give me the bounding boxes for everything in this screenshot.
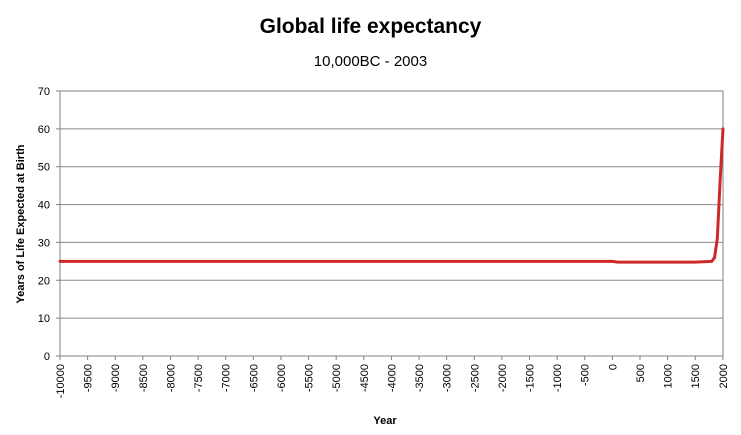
plot-area xyxy=(59,90,724,357)
series-layer xyxy=(58,127,725,264)
y-axis-label: Years of Life Expected at Birth xyxy=(15,144,27,303)
x-tick-label: -8000 xyxy=(165,364,177,392)
y-tick-label: 10 xyxy=(38,313,50,325)
y-tick-labels: 0 10 20 30 40 50 60 70 xyxy=(38,86,60,363)
x-tick-label: -4500 xyxy=(359,364,371,392)
chart-title: Global life expectancy xyxy=(259,15,482,38)
x-tick-label: 500 xyxy=(635,364,647,382)
x-tick-label: -5000 xyxy=(331,364,343,392)
x-tick-label: -10000 xyxy=(55,364,67,398)
series-line xyxy=(58,127,725,264)
y-tick-label: 30 xyxy=(38,237,50,249)
x-axis-label: Year xyxy=(373,415,397,427)
x-tick-label: -9500 xyxy=(83,364,95,392)
x-tick-label: 1500 xyxy=(690,364,702,388)
x-tick-label: -5500 xyxy=(304,364,316,392)
x-tick-label: -6500 xyxy=(248,364,260,392)
y-tick-label: 0 xyxy=(44,351,50,363)
y-tick-label: 20 xyxy=(38,275,50,287)
x-tick-label: -7500 xyxy=(193,364,205,392)
x-tick-label: -6000 xyxy=(276,364,288,392)
x-tick-label: -9000 xyxy=(110,364,122,392)
grid-lines xyxy=(60,128,723,319)
y-tick-label: 60 xyxy=(38,124,50,136)
x-tick-label: -3000 xyxy=(442,364,454,392)
y-tick-label: 50 xyxy=(38,162,50,174)
x-tick-label: -3500 xyxy=(414,364,426,392)
y-tick-label: 40 xyxy=(38,200,50,212)
x-tick-label: -8500 xyxy=(138,364,150,392)
x-tick-label: -1000 xyxy=(552,364,564,392)
x-tick-label: -2000 xyxy=(497,364,509,392)
chart-subtitle: 10,000BC - 2003 xyxy=(313,53,428,70)
x-tick-labels: -10000 -9500 -9000 -8500 -8000 -7500 -7000 -650… xyxy=(55,356,730,398)
x-tick-label: 2000 xyxy=(718,364,730,388)
y-tick-label: 70 xyxy=(38,86,50,98)
x-tick-label: 1000 xyxy=(663,364,675,388)
x-tick-label: -500 xyxy=(580,364,592,386)
x-tick-label: -1500 xyxy=(525,364,537,392)
x-tick-label: -2500 xyxy=(469,364,481,392)
x-tick-label: 0 xyxy=(607,364,619,370)
x-tick-label: -4000 xyxy=(386,364,398,392)
x-tick-label: -7000 xyxy=(221,364,233,392)
